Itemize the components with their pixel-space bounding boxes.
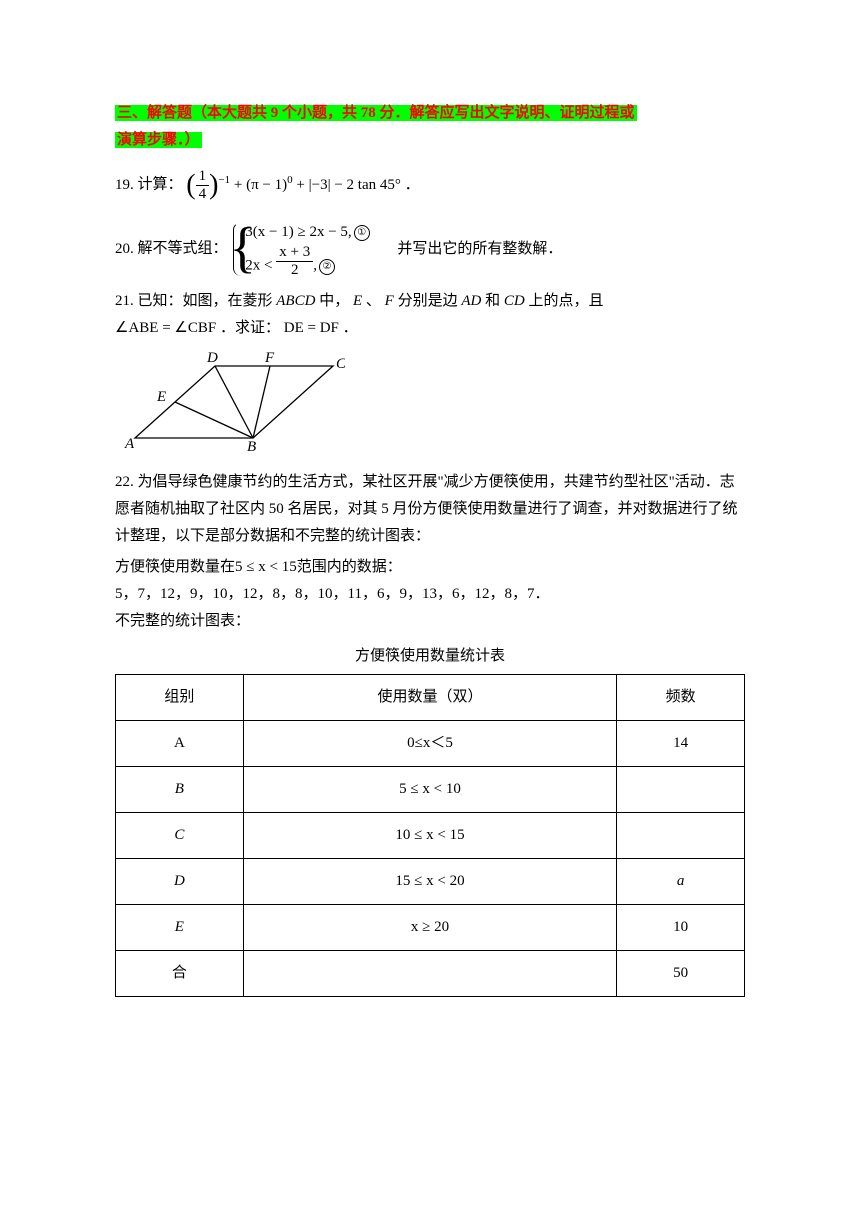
q19-expression: (14)−1 + (π − 1)0 + |−3| − 2 tan 45° ． [186,177,419,193]
problem-22: 22. 为倡导绿色健康节约的生活方式，某社区开展"减少方便筷使用，共建节约型社区… [115,469,745,997]
th-freq: 频数 [617,675,745,721]
svg-text:C: C [336,356,345,372]
svg-text:A: A [124,436,135,452]
q22-p1: 为倡导绿色健康节约的生活方式，某社区开展"减少方便筷使用，共建节约型社区"活动．… [115,474,738,544]
q22-table: 组别 使用数量（双） 频数 A0≤x＜514 B5 ≤ x < 10 C10 ≤… [115,674,745,997]
table-row: A0≤x＜514 [116,721,745,767]
th-usage: 使用数量（双） [243,675,616,721]
problem-20: 20. 解不等式组： { 3(x − 1) ≥ 2x − 5,① 2x < x … [115,220,745,278]
q19-label: 计算： [138,177,183,193]
rhombus-svg: A B C D E F [115,348,345,453]
section-title-line1: 三、解答题（本大题共 9 个小题，共 78 分．解答应写出文字说明、证明过程或 [115,105,637,121]
q20-tail: 并写出它的所有整数解． [397,241,562,257]
table-header-row: 组别 使用数量（双） 频数 [116,675,745,721]
table-row: D15 ≤ x < 20a [116,859,745,905]
table-row: Ex ≥ 2010 [116,905,745,951]
svg-text:D: D [206,350,218,366]
svg-text:B: B [247,439,256,453]
problem-21: 21. 已知：如图，在菱形 ABCD 中， E 、 F 分别是边 AD 和 CD… [115,288,745,463]
q21-number: 21. [115,288,134,315]
q22-p4: 不完整的统计图表： [115,608,745,635]
table-row: C10 ≤ x < 15 [116,813,745,859]
q20-number: 20. [115,236,134,263]
q19-number: 19. [115,172,134,199]
th-group: 组别 [116,675,244,721]
page: 三、解答题（本大题共 9 个小题，共 78 分．解答应写出文字说明、证明过程或 … [0,0,860,1216]
q20-system: { 3(x − 1) ≥ 2x − 5,① 2x < x + 32,② [231,220,369,278]
problem-19: 19. 计算： (14)−1 + (π − 1)0 + |−3| − 2 tan… [115,160,745,210]
svg-text:F: F [264,350,275,366]
section-heading: 三、解答题（本大题共 9 个小题，共 78 分．解答应写出文字说明、证明过程或 … [115,100,745,154]
svg-text:E: E [156,389,166,405]
table-row: B5 ≤ x < 10 [116,767,745,813]
table-row: 合50 [116,951,745,997]
q22-data-list: 5，7，12，9，10，12，8，8，10，11，6，9，13，6，12，8，7… [115,581,745,608]
q22-table-caption: 方便筷使用数量统计表 [115,643,745,670]
q22-number: 22. [115,469,134,496]
q20-label: 解不等式组： [138,241,228,257]
section-title-line2: 演算步骤．） [115,132,202,148]
q21-figure: A B C D E F [115,348,745,463]
table-body: A0≤x＜514 B5 ≤ x < 10 C10 ≤ x < 15 D15 ≤ … [116,721,745,997]
